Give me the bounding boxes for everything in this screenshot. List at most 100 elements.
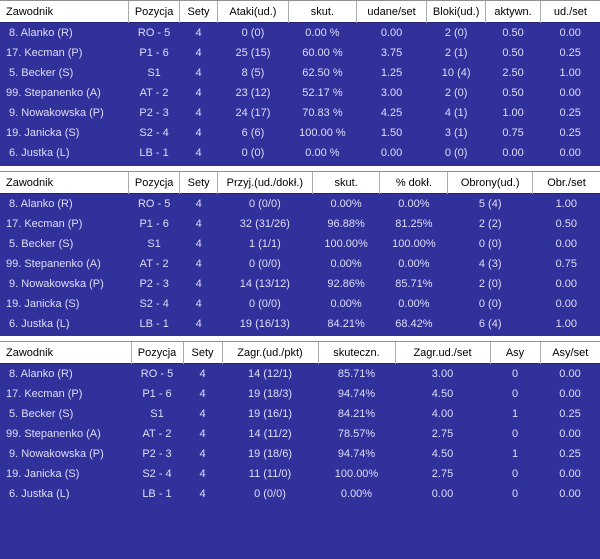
stat-cell: 0.00 [555,238,577,250]
stat-cell: 4 [195,147,202,159]
player-row: 9. Nowakowska (P) P2 - 3 4 24 (17) 70.83 % 4.… [0,103,600,123]
column-header: Zawodnik [0,171,129,194]
stat-cell: 0.00 [380,147,403,159]
stat-cell: 8 (5) [241,67,265,79]
column-header: udane/set [355,0,427,23]
stat-cell: 2 (1) [444,47,468,59]
stat-cell: 2 (2) [478,218,502,230]
player-row: 19. Janicka (S) S2 - 4 4 0 (0/0) 0.00% 0.00% 0… [0,294,600,314]
stat-cell: 23 (12) [235,87,271,99]
column-header: Pozycja [130,341,183,364]
stat-cell: 100.00 % [299,127,346,139]
column-header: Pozycja [127,0,180,23]
stat-cell: 94.74% [337,388,376,400]
stat-cell: 0.75 [555,258,577,270]
stat-cell: 81.25% [395,218,433,230]
stat-cell: S2 - 4 [139,127,169,139]
player-row: 17. Kecman (P) P1 - 6 4 19 (18/3) 94.74% 4.50… [0,384,600,404]
stat-cell: 0 [511,468,519,480]
stat-cell: LB - 1 [139,318,169,330]
attack-block-stats-table: Zawodnik Pozycja Sety Ataki(ud.) skut. udane/… [0,0,600,163]
stat-cell: P2 - 3 [142,448,172,460]
stat-cell: 4 [195,298,202,310]
stat-cell: 0 (0) [478,298,502,310]
column-header: Sety [182,341,222,364]
stat-cell: 0.75 [502,127,524,139]
stat-cell: 0 (0/0) [254,488,286,500]
player-row: 9. Nowakowska (P) P2 - 3 4 19 (18/6) 94.74% 4… [0,444,600,464]
stat-cell: 2.50 [502,67,524,79]
player-name-cell: 6. Justka (L) [6,318,70,330]
table-separator [0,336,600,341]
stat-cell: 4 [195,87,202,99]
stat-cell: 52.17 % [302,87,343,99]
stat-cell: 0 (0) [241,147,265,159]
player-row: 6. Justka (L) LB - 1 4 0 (0) 0.00 % 0.00 0 (0)… [0,143,600,163]
stat-cell: 0.00 [540,363,600,384]
stat-cell: 4 [195,127,202,139]
player-name-cell: 8. Alanko (R) [0,363,131,384]
stat-cell: 0.50 [485,22,541,43]
stat-cell: S1 [147,67,161,79]
header-row: Zawodnik Pozycja Sety Ataki(ud.) skut. udane/… [0,0,600,23]
stat-cell: 2 (0) [426,22,486,43]
stat-cell: S2 - 4 [139,298,169,310]
stat-cell: 84.21% [337,408,376,420]
stat-cell: P2 - 3 [139,107,169,119]
stat-cell: 100.00% [334,468,379,480]
stat-cell: 10 (4) [441,67,471,79]
stat-cell: P2 - 3 [139,278,169,290]
column-header: Sety [179,171,218,194]
player-row: 8. Alanko (R) RO - 5 4 14 (12/1) 85.71% 3.00 0… [0,363,600,384]
stat-cell: LB - 1 [142,488,172,500]
stat-cell: 78.57% [337,428,376,440]
stat-cell: 0 [490,363,540,384]
player-name-cell: 9. Nowakowska (P) [6,448,104,460]
column-header: Zagr.(ud./pkt) [221,341,318,364]
column-header: skut. [311,171,380,194]
column-header: Pozycja [128,171,180,194]
stat-cell: 0.50 [502,87,524,99]
stat-cell: 24 (17) [235,107,271,119]
stat-cell: 0 (0/0) [248,298,281,310]
stat-cell: 84.21% [327,318,365,330]
player-row: 9. Nowakowska (P) P2 - 3 4 14 (13/12) 92.86%… [0,274,600,294]
stat-cell: 4 [195,278,202,290]
reception-defense-stats-section: Zawodnik Pozycja Sety Przyj.(ud./dokł.) skut… [0,166,600,334]
stat-cell: 96.88% [327,218,365,230]
stat-cell: 0.00 [559,87,581,99]
stat-cell: 2.75 [431,468,454,480]
player-name-cell: 5. Becker (S) [6,408,74,420]
stat-cell: P1 - 6 [142,388,172,400]
stat-cell: 4 [199,468,206,480]
stat-cell: 0.00 [559,428,581,440]
column-header: Obr./set [532,171,600,194]
stat-cell: 0 [511,388,519,400]
stat-cell: 0.00 [559,388,581,400]
column-header: Bloki(ud.) [426,0,486,23]
stat-cell: 0.00 [555,298,577,310]
stat-cell: 1.00 [555,318,577,330]
player-name-cell: 17. Kecman (P) [6,47,83,59]
stat-cell: 4 (3) [478,258,502,270]
stat-cell: 70.83 % [302,107,343,119]
stat-cell: 0.00 [559,488,581,500]
column-header: Sety [179,0,218,23]
stat-cell: 1 (1/1) [248,238,281,250]
player-name-cell: 9. Nowakowska (P) [6,278,104,290]
player-name-cell: 99. Stepanenko (A) [6,258,101,270]
stat-cell: 4.50 [431,388,454,400]
stat-cell: 0.00 [502,147,524,159]
stat-cell: 3.00 [380,87,403,99]
stat-cell: RO - 5 [128,193,180,214]
player-row: 5. Becker (S) S1 4 1 (1/1) 100.00% 100.00% 0 (… [0,234,600,254]
stat-cell: 4 [195,107,202,119]
stat-cell: 14 (12/1) [222,363,318,384]
stat-cell: 68.42% [395,318,433,330]
player-row: 5. Becker (S) S1 4 19 (16/1) 84.21% 4.00 1 0.25 [0,404,600,424]
stat-cell: 0.25 [559,127,581,139]
stat-cell: 92.86% [327,278,365,290]
stat-cell: RO - 5 [131,363,183,384]
stat-cell: 85.71% [318,363,395,384]
